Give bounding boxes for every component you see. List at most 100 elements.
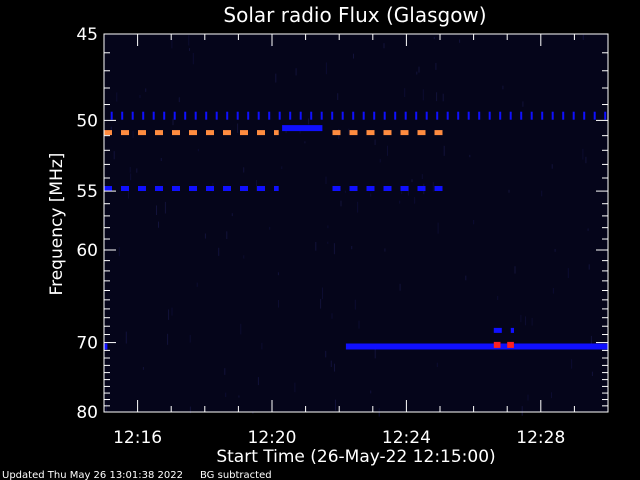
noise-streak (188, 35, 190, 46)
noise-streak (497, 296, 499, 300)
emission-tick (541, 111, 544, 120)
emission-dash (121, 186, 129, 191)
noise-streak (582, 34, 584, 40)
noise-streak (334, 363, 335, 372)
noise-streak (421, 174, 423, 180)
x-axis-ticks: 12:16 12:20 12:24 12:28 (103, 34, 609, 448)
noise-streak (514, 266, 516, 274)
emission-dash (510, 327, 514, 333)
noise-streak (527, 394, 529, 401)
noise-streak (432, 182, 434, 192)
emission-tick (551, 111, 554, 120)
emission-features (104, 111, 608, 350)
emission-dash (104, 130, 112, 136)
x-tick-label: 12:28 (516, 428, 565, 448)
noise-streak (522, 101, 524, 107)
noise-streak (105, 403, 107, 412)
emission-tick (394, 111, 397, 120)
noise-streak (110, 126, 112, 130)
noise-streak (351, 246, 353, 250)
emission-tick (488, 111, 491, 120)
noise-streak (295, 68, 297, 76)
noise-streak (142, 367, 144, 370)
emission-dash (332, 186, 341, 191)
emission-band (282, 125, 323, 132)
noise-streak (192, 52, 194, 65)
noise-streak (399, 200, 401, 204)
emission-dash (417, 186, 426, 191)
noise-streak (129, 167, 131, 173)
noise-streak (278, 300, 279, 308)
emission-tick (121, 111, 124, 120)
emission-tick (331, 111, 334, 120)
noise-streak (189, 406, 191, 414)
y-axis-label: Frequency [MHz] (47, 153, 67, 296)
noise-streak (414, 197, 416, 204)
noise-streak (335, 399, 336, 411)
emission-dash (434, 130, 443, 136)
emission-tick (478, 111, 481, 120)
noise-streak (261, 342, 263, 350)
noise-streak (404, 88, 406, 97)
emission-tick (562, 111, 565, 120)
emission-tick (142, 111, 145, 120)
noise-streak (158, 221, 159, 228)
x-axis-label: Start Time (26-May-22 12:15:00) (216, 447, 495, 467)
noise-streak (436, 92, 438, 102)
noise-streak (330, 360, 332, 367)
noise-streak (167, 333, 169, 345)
noise-streak (113, 151, 115, 160)
emission-dash (332, 130, 341, 136)
noise-streak (418, 66, 420, 73)
emission-dash (223, 130, 231, 136)
emission-tick (247, 111, 250, 120)
emission-dash (155, 130, 163, 136)
noise-streak (325, 62, 327, 75)
y-tick-label: 55 (76, 182, 98, 202)
noise-streak (331, 313, 333, 319)
emission-tick (446, 111, 449, 120)
noise-streak (172, 118, 174, 126)
emission-tick (583, 111, 586, 120)
emission-tick (131, 111, 134, 120)
noise-streak (225, 392, 227, 397)
noise-streak (344, 190, 346, 193)
emission-tick (299, 111, 302, 120)
noise-streak (348, 128, 350, 135)
noise-streak (320, 298, 322, 309)
noise-streak (590, 335, 592, 348)
emission-dash (417, 130, 426, 136)
emission-tick (310, 111, 313, 120)
noise-streak (459, 39, 461, 43)
noise-streak (465, 275, 467, 281)
noise-streak (243, 255, 245, 259)
noise-streak (531, 317, 533, 326)
emission-dash (383, 186, 392, 191)
noise-streak (294, 382, 296, 393)
noise-streak (591, 371, 593, 376)
y-axis-ticks: 45 50 55 60 70 80 (76, 25, 608, 423)
noise-streak (130, 173, 132, 181)
noise-streak (257, 377, 259, 386)
noise-streak (541, 190, 543, 197)
noise-streak (322, 287, 323, 300)
noise-streak (231, 213, 233, 217)
noise-streak (156, 205, 157, 215)
noise-streak (277, 272, 279, 276)
emission-dash (172, 130, 180, 136)
noise-streak (374, 348, 376, 359)
noise-streak (218, 247, 220, 256)
noise-streak (240, 323, 242, 335)
noise-streak (270, 44, 272, 47)
emission-band (345, 343, 608, 350)
emission-tick (383, 111, 386, 120)
emission-tick (404, 111, 407, 120)
emission-dash (223, 186, 231, 191)
emission-dash (138, 186, 146, 191)
emission-tick (257, 111, 260, 120)
noise-streak (327, 225, 329, 229)
noise-streak (383, 43, 385, 49)
emission-dash (257, 186, 265, 191)
noise-streak (551, 164, 553, 169)
noise-streak (571, 359, 573, 369)
